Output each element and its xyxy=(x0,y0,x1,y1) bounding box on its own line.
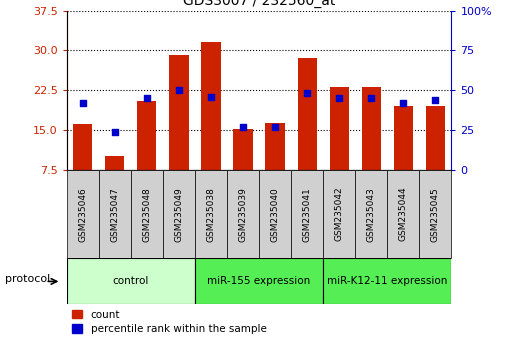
Point xyxy=(175,87,183,93)
Text: protocol: protocol xyxy=(5,274,51,284)
Point xyxy=(111,129,119,135)
Text: GSM235047: GSM235047 xyxy=(110,187,120,241)
Point xyxy=(303,91,311,96)
Text: GSM235039: GSM235039 xyxy=(239,187,248,242)
Text: GSM235038: GSM235038 xyxy=(206,187,215,242)
Point xyxy=(239,124,247,130)
FancyBboxPatch shape xyxy=(291,170,323,258)
FancyBboxPatch shape xyxy=(131,170,163,258)
Bar xyxy=(329,86,349,170)
FancyBboxPatch shape xyxy=(195,170,227,258)
FancyBboxPatch shape xyxy=(227,170,259,258)
Bar xyxy=(426,106,445,170)
Bar xyxy=(265,123,285,170)
Point xyxy=(143,95,151,101)
Legend: count, percentile rank within the sample: count, percentile rank within the sample xyxy=(72,310,267,334)
Bar xyxy=(393,106,413,170)
Bar xyxy=(73,124,92,170)
Text: miR-K12-11 expression: miR-K12-11 expression xyxy=(327,276,447,286)
Point xyxy=(399,100,407,106)
Bar xyxy=(233,129,252,170)
Bar xyxy=(169,55,189,170)
Point xyxy=(271,124,279,130)
Text: GSM235040: GSM235040 xyxy=(270,187,280,241)
Point xyxy=(335,95,343,101)
Text: control: control xyxy=(113,276,149,286)
Text: GSM235042: GSM235042 xyxy=(334,187,344,241)
Text: GSM235048: GSM235048 xyxy=(142,187,151,241)
Title: GDS3007 / 232560_at: GDS3007 / 232560_at xyxy=(183,0,336,8)
Bar xyxy=(298,58,317,170)
Text: GSM235045: GSM235045 xyxy=(431,187,440,241)
FancyBboxPatch shape xyxy=(195,258,323,304)
Bar xyxy=(105,156,124,170)
FancyBboxPatch shape xyxy=(98,170,131,258)
FancyBboxPatch shape xyxy=(323,170,355,258)
FancyBboxPatch shape xyxy=(323,258,451,304)
Text: GSM235046: GSM235046 xyxy=(78,187,87,241)
FancyBboxPatch shape xyxy=(67,258,195,304)
FancyBboxPatch shape xyxy=(163,170,195,258)
Text: miR-155 expression: miR-155 expression xyxy=(207,276,311,286)
Bar xyxy=(201,42,221,170)
FancyBboxPatch shape xyxy=(420,170,451,258)
Point xyxy=(207,94,215,99)
Text: GSM235043: GSM235043 xyxy=(367,187,376,241)
FancyBboxPatch shape xyxy=(355,170,387,258)
FancyBboxPatch shape xyxy=(387,170,420,258)
Text: GSM235041: GSM235041 xyxy=(303,187,312,241)
Text: GSM235044: GSM235044 xyxy=(399,187,408,241)
Text: GSM235049: GSM235049 xyxy=(174,187,184,241)
Point xyxy=(367,95,376,101)
Bar xyxy=(362,86,381,170)
FancyBboxPatch shape xyxy=(67,170,98,258)
Point xyxy=(431,97,440,103)
Bar xyxy=(137,101,156,170)
Point xyxy=(78,100,87,106)
FancyBboxPatch shape xyxy=(259,170,291,258)
